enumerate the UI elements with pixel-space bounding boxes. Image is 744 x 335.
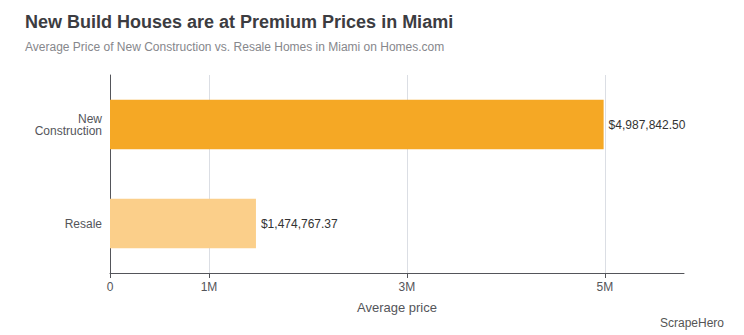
svg-text:Average price: Average price bbox=[357, 300, 437, 315]
svg-text:$1,474,767.37: $1,474,767.37 bbox=[261, 217, 338, 231]
svg-text:Resale: Resale bbox=[65, 217, 103, 231]
svg-text:ScrapeHero: ScrapeHero bbox=[660, 316, 724, 330]
svg-text:3M: 3M bbox=[399, 280, 416, 294]
svg-text:1M: 1M bbox=[201, 280, 218, 294]
svg-text:0: 0 bbox=[107, 280, 114, 294]
svg-text:Average Price of New Construct: Average Price of New Construction vs. Re… bbox=[25, 40, 444, 54]
svg-text:5M: 5M bbox=[596, 280, 613, 294]
svg-text:New: New bbox=[78, 111, 102, 126]
svg-text:$4,987,842.50: $4,987,842.50 bbox=[609, 118, 686, 132]
svg-text:Construction: Construction bbox=[35, 124, 102, 138]
svg-text:New Build Houses are at Premiu: New Build Houses are at Premium Prices i… bbox=[25, 12, 453, 32]
